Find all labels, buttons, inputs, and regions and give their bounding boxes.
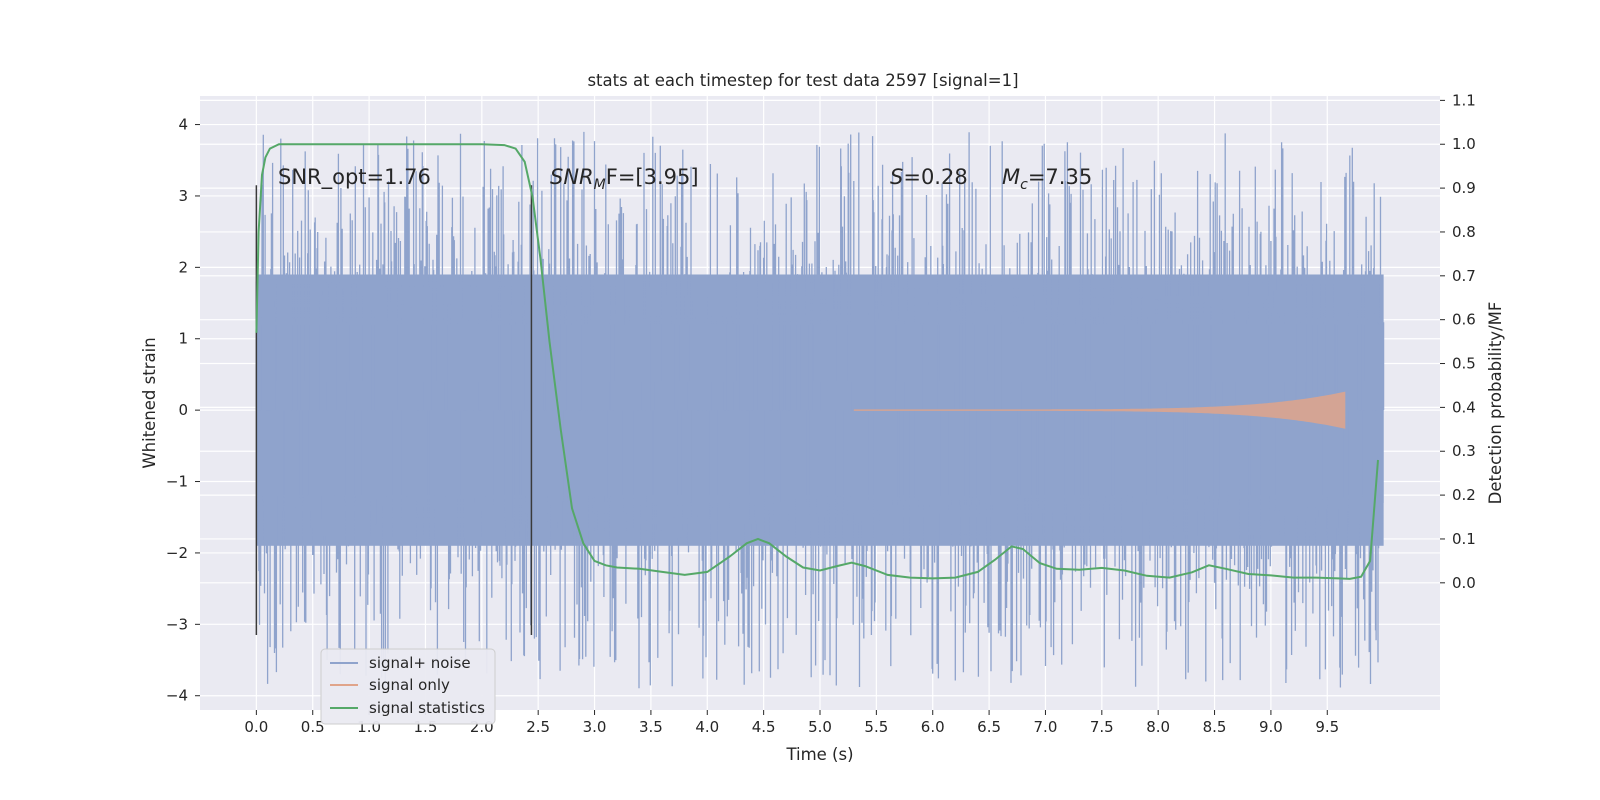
- y-tick-label: −4: [166, 687, 188, 705]
- y-tick-label: 0: [178, 401, 188, 419]
- s-annotation: S=0.28: [890, 165, 968, 189]
- mc-sub: c: [1020, 177, 1028, 193]
- y-tick-label: −1: [166, 473, 188, 491]
- legend-label-signal: signal only: [369, 676, 450, 694]
- x-tick-label: 6.0: [921, 718, 945, 736]
- x-tick-label: 4.0: [695, 718, 719, 736]
- x-tick-label: 0.5: [301, 718, 325, 736]
- x-tick-label: 2.5: [526, 718, 550, 736]
- y2-tick-label: 0.8: [1452, 223, 1476, 241]
- y2-tick-label: 1.1: [1452, 91, 1476, 109]
- signal-statistics-series: [255, 143, 1379, 580]
- x-tick-label: 7.5: [1090, 718, 1114, 736]
- x-tick-label: 4.5: [752, 718, 776, 736]
- y-tick-label: −3: [166, 615, 188, 633]
- signal-statistics-line: [255, 143, 1379, 580]
- vertical-markers: [255, 185, 533, 636]
- y2-tick-label: 0.1: [1452, 530, 1476, 548]
- y2-tick-label: 0.0: [1452, 574, 1476, 592]
- y-tick-label: 4: [178, 116, 188, 134]
- y2-tick-label: 0.2: [1452, 486, 1476, 504]
- x-tick-label: 3.0: [583, 718, 607, 736]
- snr-mf-sub: M: [594, 177, 606, 193]
- legend-label-noise: signal+ noise: [369, 654, 471, 672]
- mc-main: M: [1002, 165, 1020, 189]
- x-tick-label: 3.5: [639, 718, 663, 736]
- legend: signal+ noise signal only signal statist…: [320, 648, 496, 725]
- y2-tick-label: 0.9: [1452, 179, 1476, 197]
- y2-tick-label: 1.0: [1452, 135, 1476, 153]
- y-tick-label: −2: [166, 544, 188, 562]
- y2-tick-label: 0.3: [1452, 442, 1476, 460]
- snr-mf-annotation: SNRMF=[3.95]: [550, 165, 699, 193]
- y2-axis-ticks: 1.1 1.0 0.9 0.8 0.7 0.6 0.5 0.4 0.3 0.2 0.1 0.0: [1440, 91, 1476, 592]
- y2-tick-label: 0.7: [1452, 267, 1476, 285]
- y-tick-label: 2: [178, 258, 188, 276]
- x-tick-label: 5.5: [864, 718, 888, 736]
- y2-tick-label: 0.4: [1452, 398, 1476, 416]
- snr-mf-rest: F=[3.95]: [606, 165, 699, 189]
- y-axis-ticks: 4 3 2 1 0 −1 −2 −3 −4: [166, 116, 200, 705]
- x-tick-label: 9.5: [1315, 718, 1339, 736]
- snr-opt-annotation: SNR_opt=1.76: [278, 165, 431, 190]
- signal-only-series: [853, 391, 1346, 429]
- signal-only-envelope: [853, 391, 1346, 429]
- x-axis-label: Time (s): [785, 745, 853, 764]
- x-tick-label: 5.0: [808, 718, 832, 736]
- x-tick-label: 6.5: [977, 718, 1001, 736]
- y-tick-label: 1: [178, 330, 188, 348]
- snr-mf-main: SNR: [550, 165, 594, 189]
- y-axis-label: Whitened strain: [140, 337, 159, 468]
- x-tick-label: 8.0: [1146, 718, 1170, 736]
- y-tick-label: 3: [178, 187, 188, 205]
- x-tick-label: 7.0: [1034, 718, 1058, 736]
- s-value: =0.28: [903, 165, 967, 189]
- x-tick-label: 0.0: [244, 718, 268, 736]
- y2-axis-label: Detection probability/MF: [1486, 302, 1505, 505]
- s-label: S: [890, 165, 903, 189]
- legend-label-stats: signal statistics: [369, 699, 485, 717]
- x-tick-label: 8.5: [1203, 718, 1227, 736]
- x-tick-label: 9.0: [1259, 718, 1283, 736]
- y2-tick-label: 0.6: [1452, 311, 1476, 329]
- mc-value: =7.35: [1028, 165, 1092, 189]
- chart-title: stats at each timestep for test data 259…: [587, 71, 1018, 90]
- y2-tick-label: 0.5: [1452, 355, 1476, 373]
- mc-annotation: Mc=7.35: [1002, 165, 1092, 193]
- legend-box: [320, 648, 496, 725]
